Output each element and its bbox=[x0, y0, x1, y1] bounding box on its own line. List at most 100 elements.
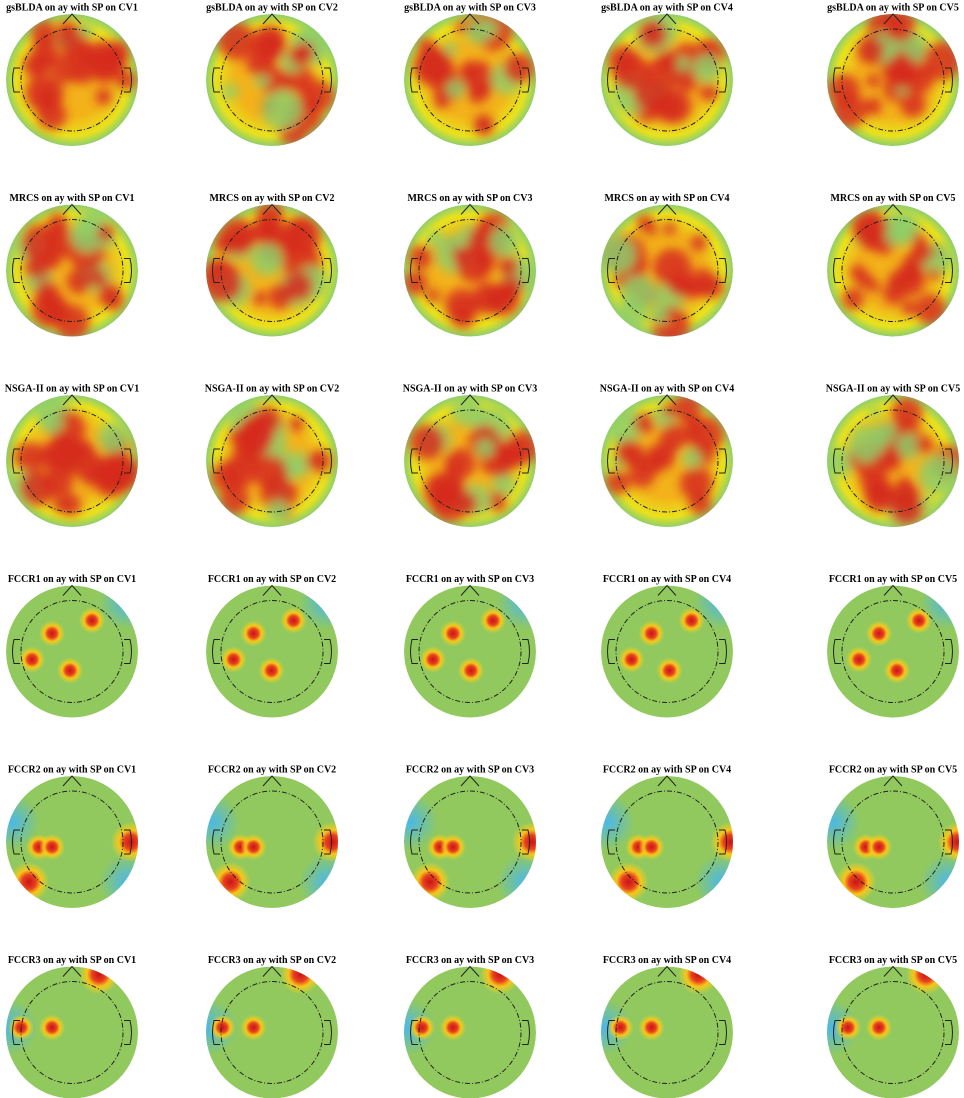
right-ear bbox=[719, 258, 727, 283]
right-ear bbox=[522, 67, 530, 93]
map-spot bbox=[440, 1014, 466, 1041]
nose bbox=[883, 203, 903, 215]
map-spot bbox=[638, 1014, 665, 1041]
map-spot bbox=[846, 646, 872, 673]
map-blob bbox=[497, 854, 536, 908]
right-ear bbox=[719, 639, 727, 664]
map-blob bbox=[864, 97, 882, 115]
map-spot bbox=[836, 862, 876, 902]
nose bbox=[262, 775, 282, 787]
map-blob bbox=[902, 272, 915, 286]
panel-title: MRCS on ay with SP on CV1 bbox=[9, 193, 134, 204]
topomap bbox=[404, 584, 536, 718]
head-outline bbox=[841, 981, 945, 1084]
topomap bbox=[827, 203, 959, 337]
head-outline bbox=[20, 28, 124, 132]
map-base bbox=[6, 966, 138, 1098]
map-blob bbox=[866, 73, 881, 88]
map-blob bbox=[879, 448, 903, 472]
panel-title: FCCR2 on ay with SP on CV3 bbox=[406, 764, 534, 775]
map-blob bbox=[37, 100, 67, 131]
head-outline bbox=[615, 219, 719, 322]
panel-title: MRCS on ay with SP on CV5 bbox=[830, 193, 955, 204]
map-blob bbox=[455, 244, 493, 283]
map-spot bbox=[240, 834, 267, 860]
map-blob bbox=[206, 794, 240, 850]
map-spot bbox=[906, 607, 932, 634]
head-outline bbox=[615, 600, 719, 703]
left-ear bbox=[607, 448, 615, 474]
map-blob bbox=[901, 300, 917, 316]
head-outline bbox=[418, 981, 522, 1084]
map-blob bbox=[98, 421, 129, 453]
map-spot bbox=[608, 862, 649, 902]
map-spot bbox=[480, 966, 520, 995]
nose bbox=[62, 775, 82, 787]
left-ear bbox=[12, 258, 20, 283]
left-ear bbox=[410, 448, 418, 474]
map-blob bbox=[688, 268, 717, 297]
map-blob bbox=[454, 491, 478, 516]
map-blob bbox=[827, 447, 855, 478]
topomap bbox=[404, 203, 536, 337]
panel-title: FCCR1 on ay with SP on CV4 bbox=[603, 574, 731, 585]
nose bbox=[460, 13, 480, 25]
head-outline bbox=[615, 409, 719, 513]
nose bbox=[62, 584, 82, 596]
right-ear bbox=[719, 67, 727, 93]
map-spot bbox=[835, 1014, 861, 1041]
map-blob bbox=[404, 794, 438, 850]
nose bbox=[62, 394, 82, 406]
map-blob bbox=[38, 442, 67, 471]
left-ear bbox=[212, 1020, 220, 1045]
map-blob bbox=[466, 19, 491, 44]
map-spot bbox=[440, 620, 466, 647]
map-blob bbox=[884, 14, 917, 42]
left-ear bbox=[607, 829, 615, 855]
panel-title: FCCR2 on ay with SP on CV4 bbox=[603, 764, 731, 775]
topomap bbox=[206, 394, 338, 527]
right-ear bbox=[324, 639, 332, 664]
map-blob bbox=[827, 794, 861, 850]
panel-title: FCCR3 on ay with SP on CV5 bbox=[829, 955, 957, 966]
topomap bbox=[6, 13, 138, 146]
map-blob bbox=[89, 268, 107, 287]
left-ear bbox=[410, 639, 418, 664]
left-ear bbox=[212, 67, 220, 93]
map-blob bbox=[256, 204, 285, 231]
map-blob bbox=[96, 223, 115, 242]
map-blob bbox=[849, 264, 867, 281]
nose bbox=[262, 965, 282, 977]
left-ear bbox=[607, 1020, 615, 1045]
map-blob bbox=[288, 416, 304, 432]
map-spot bbox=[280, 607, 307, 634]
panel-title: FCCR3 on ay with SP on CV2 bbox=[208, 955, 336, 966]
nose bbox=[657, 13, 677, 25]
map-spot bbox=[240, 1014, 267, 1041]
left-ear bbox=[607, 258, 615, 283]
right-ear bbox=[124, 639, 132, 664]
head-outline bbox=[418, 790, 522, 894]
nose bbox=[883, 13, 903, 25]
map-spot bbox=[607, 1014, 634, 1041]
map-blob bbox=[35, 280, 59, 304]
panel-title: FCCR2 on ay with SP on CV2 bbox=[208, 764, 336, 775]
map-blob bbox=[620, 275, 656, 310]
map-spot bbox=[312, 822, 338, 862]
panel-title: MRCS on ay with SP on CV3 bbox=[407, 193, 532, 204]
panel-title: FCCR1 on ay with SP on CV1 bbox=[8, 574, 136, 585]
map-base bbox=[827, 966, 959, 1098]
left-ear bbox=[12, 829, 20, 855]
nose bbox=[883, 965, 903, 977]
left-ear bbox=[410, 829, 418, 855]
map-blob bbox=[42, 251, 61, 270]
left-ear bbox=[833, 448, 841, 474]
map-blob bbox=[66, 268, 92, 294]
nose bbox=[657, 775, 677, 787]
map-spot bbox=[9, 862, 49, 902]
nose bbox=[62, 203, 82, 215]
map-blob bbox=[262, 89, 302, 130]
map-blob bbox=[601, 999, 633, 1056]
map-spot bbox=[220, 646, 247, 673]
map-blob bbox=[864, 480, 897, 513]
